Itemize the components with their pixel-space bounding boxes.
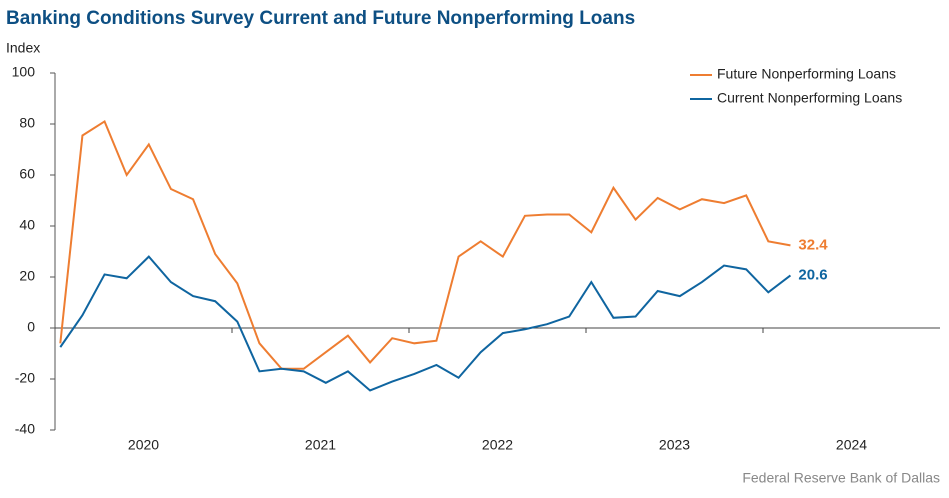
y-tick-label: 40 — [19, 217, 35, 233]
x-tick-label: 2024 — [836, 437, 867, 453]
y-tick-label: 100 — [12, 64, 36, 80]
x-tick-label: 2021 — [305, 437, 336, 453]
y-axis-label: Index — [6, 40, 40, 56]
y-tick-label: -40 — [15, 421, 35, 437]
series-line — [59, 255, 792, 392]
x-tick-label: 2023 — [659, 437, 690, 453]
x-tick-label: 2020 — [128, 437, 159, 453]
legend-label: Current Nonperforming Loans — [717, 90, 902, 106]
y-tick-label: 20 — [19, 268, 35, 284]
legend-label: Future Nonperforming Loans — [717, 66, 896, 82]
end-value-label: 20.6 — [798, 266, 827, 283]
chart-title: Banking Conditions Survey Current and Fu… — [6, 8, 635, 29]
x-tick-label: 2022 — [482, 437, 513, 453]
y-tick-label: 80 — [19, 115, 35, 131]
y-tick-label: 60 — [19, 166, 35, 182]
y-tick-label: 0 — [27, 319, 35, 335]
source: Federal Reserve Bank of Dallas — [742, 470, 940, 486]
series-line — [59, 119, 791, 370]
end-value-label: 32.4 — [798, 236, 828, 253]
y-tick-label: -20 — [15, 370, 35, 386]
